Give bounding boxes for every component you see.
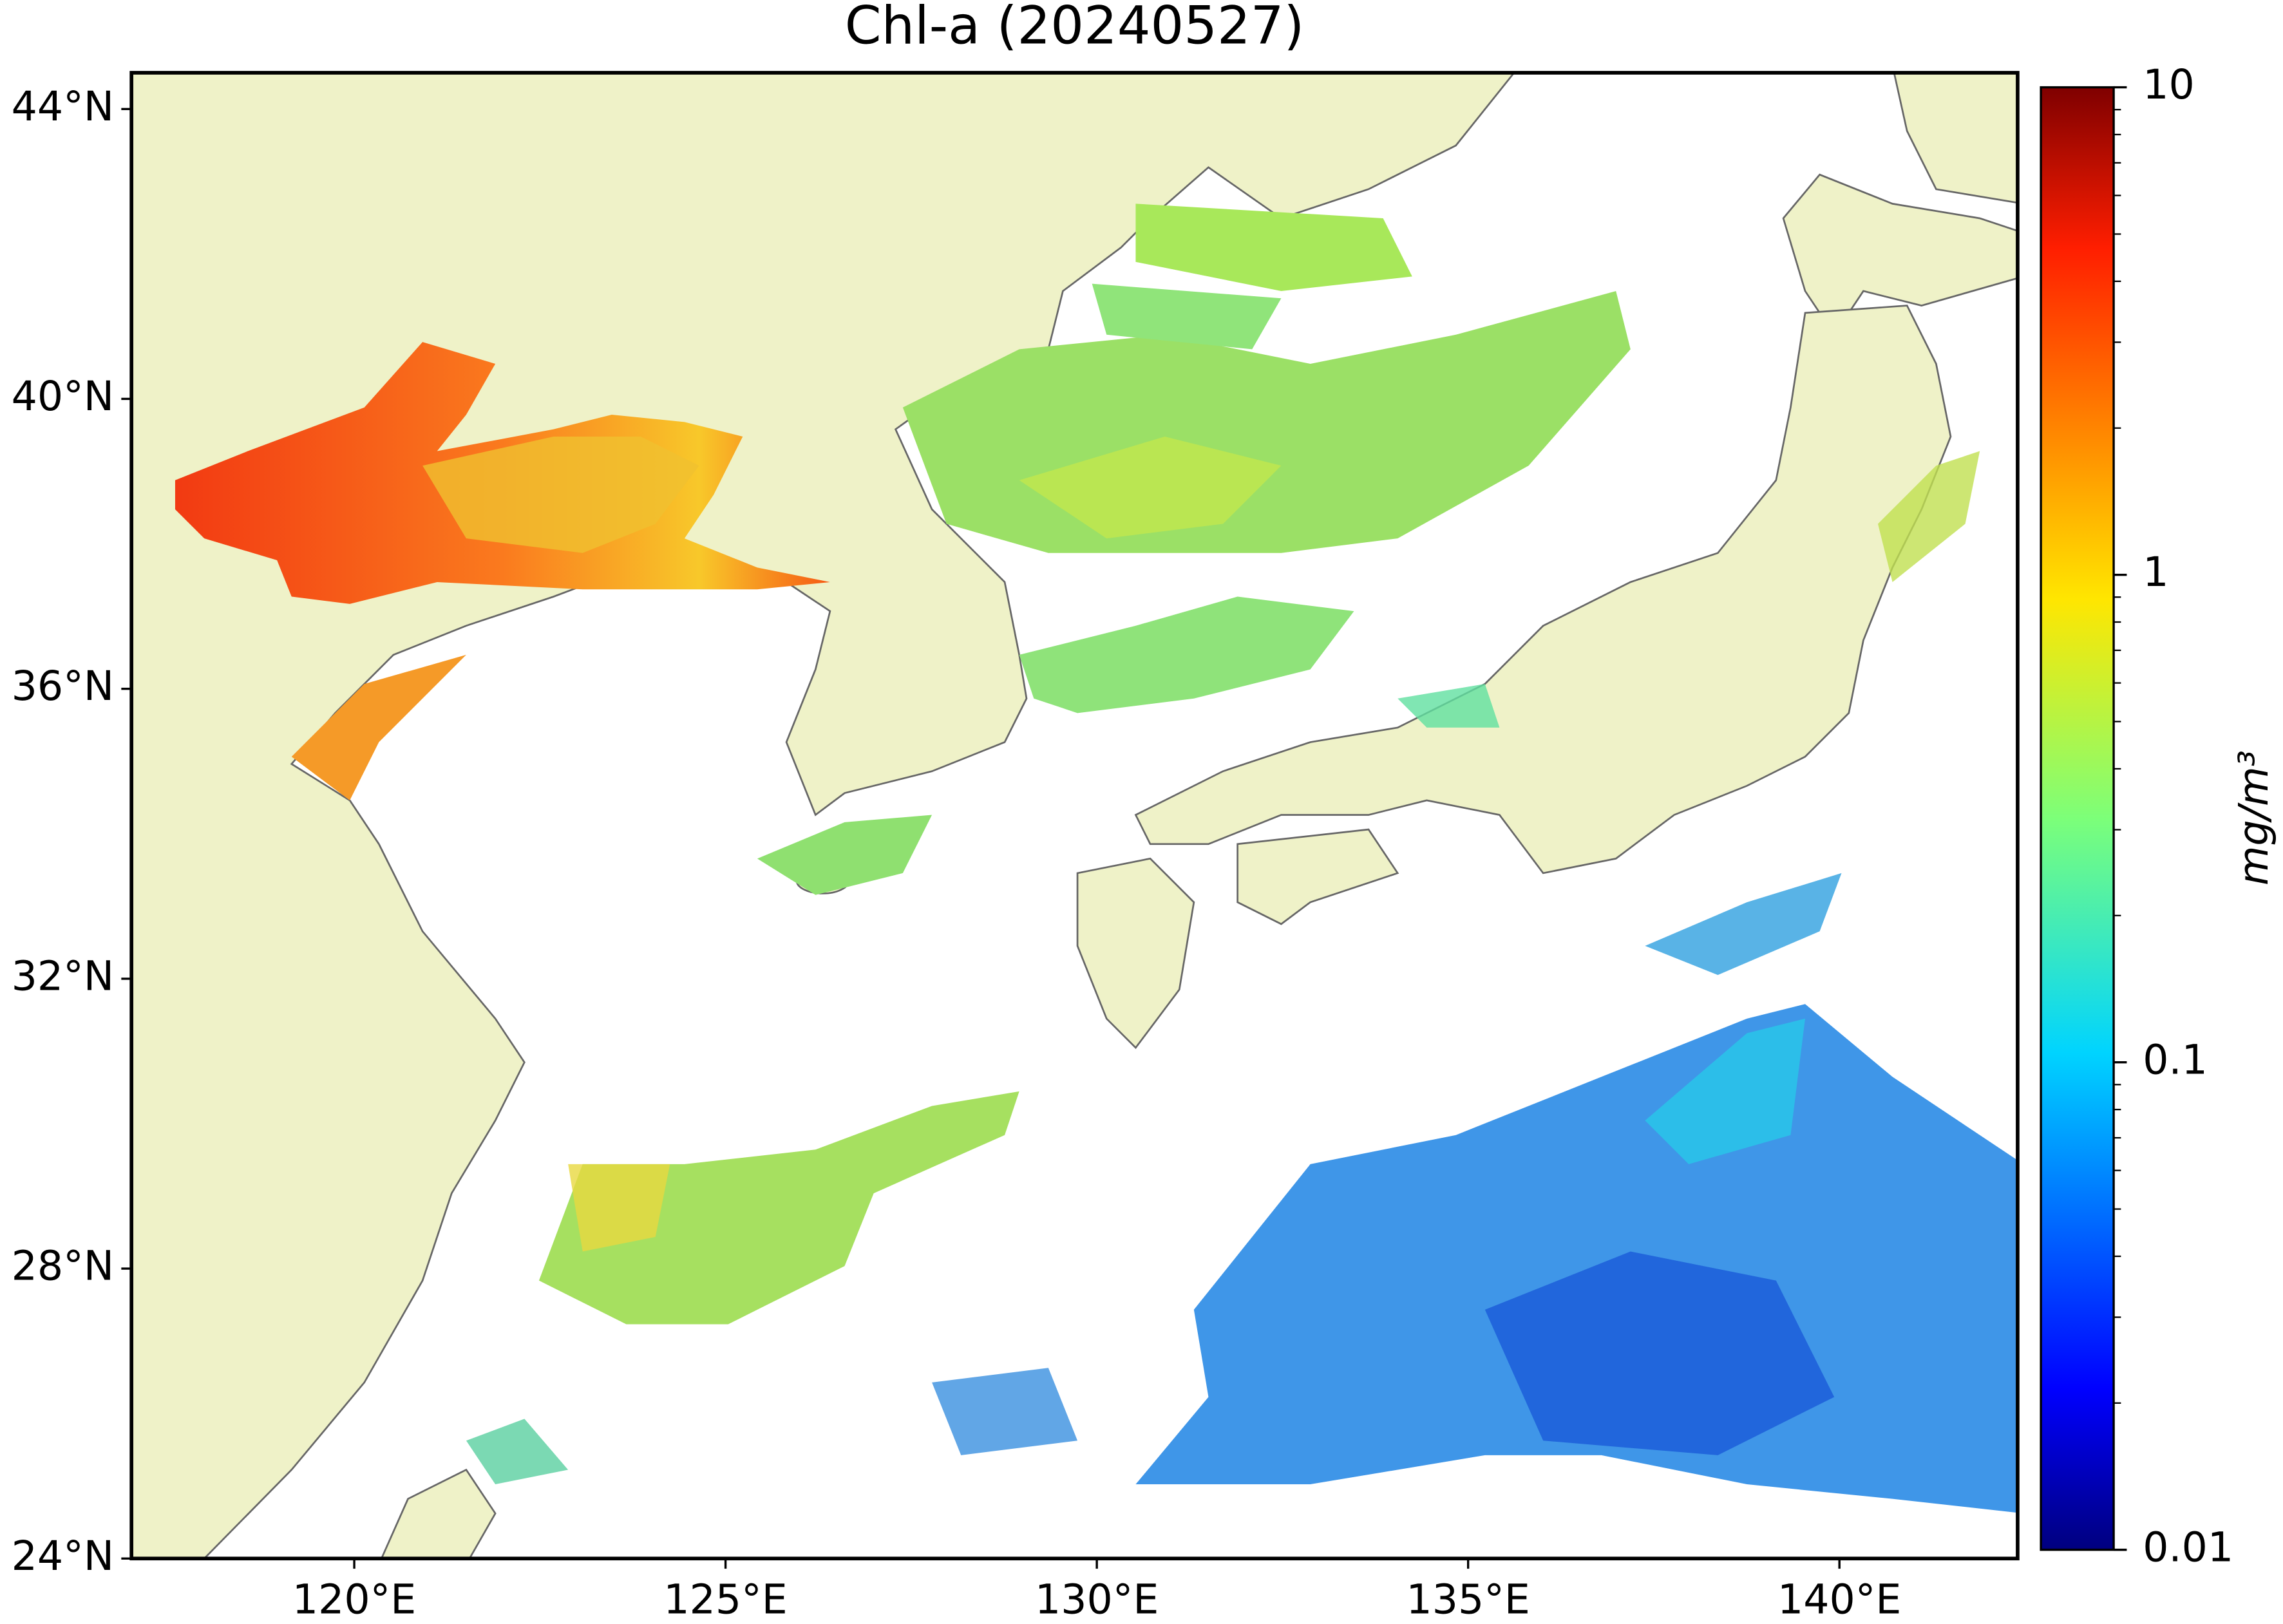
x-tick-label: 140°E: [1777, 1576, 1901, 1623]
colorbar-tick-label: 0.01: [2143, 1523, 2233, 1571]
colorbar-label: mg/m³: [2230, 750, 2277, 885]
chlorophyll-field: [175, 203, 2018, 1513]
colorbar-tick-label: 10: [2143, 61, 2195, 108]
y-tick-label: 32°N: [12, 952, 114, 999]
y-tick-label: 44°N: [12, 82, 114, 130]
x-tick-label: 125°E: [663, 1576, 787, 1623]
y-tick-label: 24°N: [12, 1532, 114, 1580]
y-tick-label: 36°N: [12, 662, 114, 710]
colorbar-tick-label: 0.1: [2143, 1035, 2208, 1083]
map-area: [131, 72, 2018, 1559]
map-title: Chl-a (20240527): [845, 0, 1305, 57]
y-tick-label: 40°N: [12, 372, 114, 420]
colorbar-tick-label: 1: [2143, 548, 2168, 596]
map-frame: [129, 71, 2020, 1561]
x-tick-label: 135°E: [1406, 1576, 1530, 1623]
colorbar: [2040, 86, 2115, 1551]
y-tick-label: 28°N: [12, 1242, 114, 1290]
x-tick-label: 130°E: [1035, 1576, 1159, 1623]
x-tick-label: 120°E: [292, 1576, 416, 1623]
